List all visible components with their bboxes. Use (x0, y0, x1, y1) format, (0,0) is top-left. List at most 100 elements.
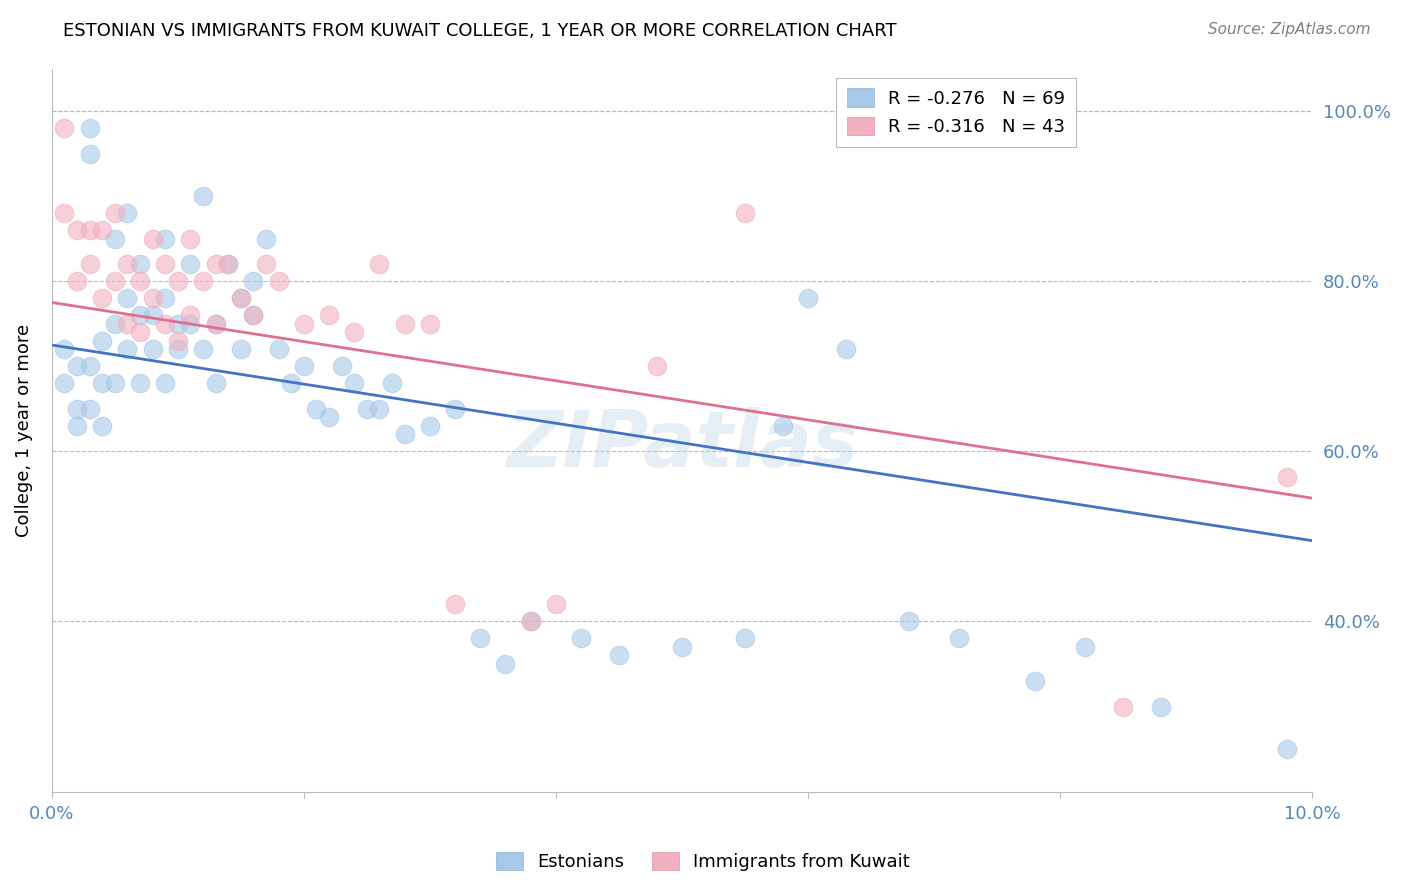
Point (607, 648, 630, 663)
Point (191, 189, 214, 203)
Point (91, 376, 114, 391)
Point (1150, 699, 1173, 714)
Legend: R = -0.276   N = 69, R = -0.316   N = 43: R = -0.276 N = 69, R = -0.316 N = 43 (835, 78, 1076, 147)
Point (217, 257, 239, 271)
Point (66, 418, 89, 433)
Point (79, 359, 101, 374)
Point (519, 615, 541, 629)
Point (91, 291, 114, 305)
Point (179, 257, 201, 271)
Point (153, 232, 176, 246)
Point (53, 121, 76, 136)
Point (368, 401, 391, 416)
Point (419, 418, 441, 433)
Point (229, 291, 252, 305)
Point (645, 359, 668, 374)
Point (356, 401, 378, 416)
Point (142, 291, 165, 305)
Point (79, 401, 101, 416)
Point (318, 410, 340, 425)
Point (419, 317, 441, 331)
Point (1275, 470, 1298, 484)
Point (129, 376, 152, 391)
Point (104, 317, 127, 331)
Point (79, 146, 101, 161)
Point (66, 401, 89, 416)
Point (117, 317, 139, 331)
Point (217, 257, 239, 271)
Point (267, 274, 290, 288)
Legend: Estonians, Immigrants from Kuwait: Estonians, Immigrants from Kuwait (489, 845, 917, 879)
Point (153, 376, 176, 391)
Point (280, 376, 302, 391)
Point (229, 291, 252, 305)
Point (104, 274, 127, 288)
Point (166, 274, 188, 288)
Point (343, 325, 366, 339)
Point (267, 343, 290, 357)
Point (897, 615, 920, 629)
Point (394, 427, 416, 442)
Text: Source: ZipAtlas.com: Source: ZipAtlas.com (1208, 22, 1371, 37)
Point (191, 274, 214, 288)
Point (204, 376, 226, 391)
Point (834, 343, 856, 357)
Point (1275, 742, 1298, 756)
Point (242, 308, 264, 322)
Point (569, 632, 592, 646)
Point (117, 291, 139, 305)
Point (305, 401, 328, 416)
Point (1112, 699, 1135, 714)
Text: ZIPatlas: ZIPatlas (506, 407, 858, 483)
Point (53, 206, 76, 220)
Point (79, 257, 101, 271)
Y-axis label: College, 1 year or more: College, 1 year or more (15, 324, 32, 537)
Point (797, 291, 820, 305)
Point (254, 232, 277, 246)
Point (79, 121, 101, 136)
Point (394, 317, 416, 331)
Point (104, 232, 127, 246)
Point (734, 632, 756, 646)
Point (519, 615, 541, 629)
Point (179, 232, 201, 246)
Point (142, 232, 165, 246)
Point (53, 343, 76, 357)
Point (204, 257, 226, 271)
Point (153, 291, 176, 305)
Point (66, 359, 89, 374)
Point (117, 343, 139, 357)
Point (1074, 640, 1097, 654)
Point (318, 308, 340, 322)
Point (129, 325, 152, 339)
Point (66, 274, 89, 288)
Point (292, 359, 315, 374)
Point (142, 308, 165, 322)
Point (166, 343, 188, 357)
Point (142, 343, 165, 357)
Point (166, 334, 188, 348)
Point (494, 657, 516, 671)
Point (242, 308, 264, 322)
Point (153, 317, 176, 331)
Point (292, 317, 315, 331)
Point (117, 206, 139, 220)
Point (129, 274, 152, 288)
Point (179, 308, 201, 322)
Point (91, 418, 114, 433)
Point (104, 206, 127, 220)
Point (368, 257, 391, 271)
Point (91, 334, 114, 348)
Text: ESTONIAN VS IMMIGRANTS FROM KUWAIT COLLEGE, 1 YEAR OR MORE CORRELATION CHART: ESTONIAN VS IMMIGRANTS FROM KUWAIT COLLE… (63, 22, 897, 40)
Point (166, 317, 188, 331)
Point (104, 376, 127, 391)
Point (330, 359, 353, 374)
Point (129, 308, 152, 322)
Point (117, 257, 139, 271)
Point (53, 376, 76, 391)
Point (470, 632, 492, 646)
Point (254, 257, 277, 271)
Point (381, 376, 404, 391)
Point (66, 223, 89, 237)
Point (204, 317, 226, 331)
